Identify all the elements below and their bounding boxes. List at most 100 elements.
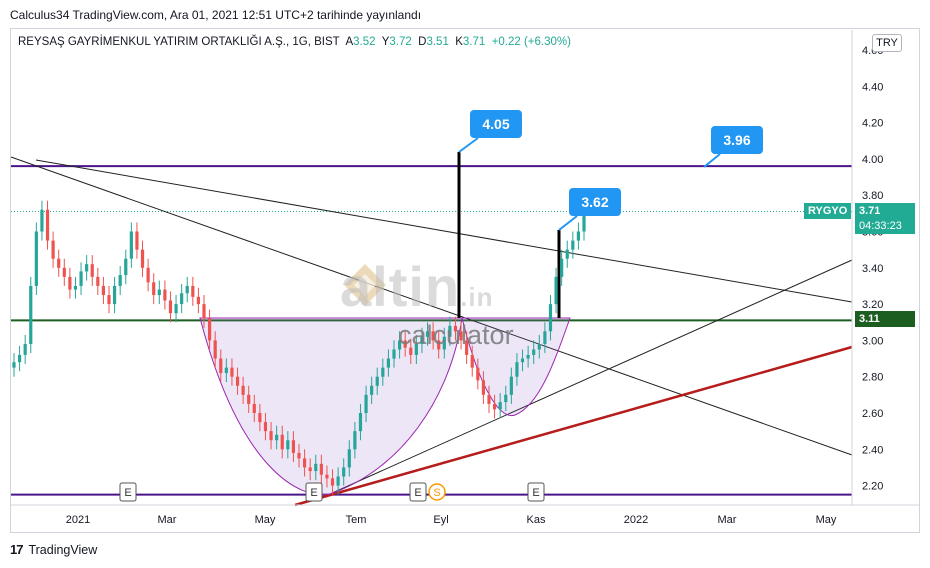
candle-body (286, 440, 290, 450)
candle-body (275, 434, 279, 441)
watermark-sub: calculator (398, 320, 514, 350)
trend-line[interactable] (329, 259, 853, 495)
candle-body (174, 304, 178, 314)
earnings-event-marker[interactable] (527, 482, 545, 502)
candle-body (196, 296, 201, 305)
candle-body (118, 275, 122, 286)
candle-body (269, 431, 273, 441)
candle-body (230, 367, 234, 377)
candle-body (465, 340, 469, 355)
candle-body (582, 211, 586, 232)
candle-body (185, 285, 189, 294)
cup-pattern[interactable] (199, 317, 463, 496)
candle-body (353, 431, 357, 450)
x-tick-label: 2021 (66, 514, 90, 526)
candle-body (101, 285, 106, 296)
candle-body (235, 376, 240, 386)
candle-body (576, 231, 581, 241)
open-value: 3.52 (353, 36, 376, 48)
candle-body (470, 354, 474, 368)
candle-body (476, 367, 480, 381)
candle-body (560, 258, 564, 277)
x-tick-label: Mar (158, 514, 177, 526)
event-marker-label: E (532, 487, 539, 499)
split-event-marker[interactable] (428, 483, 446, 501)
candle-body (431, 331, 435, 341)
candle-body (565, 249, 569, 259)
x-tick-label: Kas (527, 514, 546, 526)
candle-body (29, 285, 33, 345)
candle-body (330, 478, 335, 486)
candle-body (202, 304, 206, 319)
currency-button[interactable]: TRY (872, 34, 902, 52)
candle-body (308, 467, 312, 472)
candle-body (364, 394, 368, 413)
candle-body (437, 340, 441, 350)
candle-body (314, 463, 318, 472)
candle-body (163, 289, 167, 301)
candle-body (442, 336, 446, 350)
candle-body (45, 209, 50, 241)
x-tick-label: Tem (346, 514, 367, 526)
y-tick-label: 4.20 (862, 118, 883, 130)
candle-body (146, 267, 150, 283)
y-tick-label: 2.60 (862, 408, 883, 420)
candle-body (247, 394, 251, 404)
candle-body (140, 249, 145, 268)
annotation-pointer (703, 153, 721, 168)
candle-body (157, 289, 161, 296)
low-value: 3.51 (426, 36, 449, 48)
annotation-label[interactable]: 3.96 (711, 126, 763, 154)
watermark-logo-icon (342, 262, 388, 308)
candle-body (40, 209, 44, 232)
watermark-brand: altin.in (340, 255, 494, 318)
candle-body (571, 240, 575, 250)
candle-body (280, 434, 284, 450)
candle-body (96, 276, 100, 286)
earnings-event-marker[interactable] (119, 482, 137, 502)
candle-body (381, 367, 385, 377)
annotation-label[interactable]: 3.62 (569, 188, 621, 216)
candle-body (180, 293, 184, 305)
candle-body (487, 394, 491, 404)
candle-body (258, 413, 262, 423)
x-tick-label: May (816, 514, 837, 526)
x-tick-label: Mar (718, 514, 737, 526)
candle-body (414, 344, 418, 355)
candle-body (34, 231, 38, 286)
candle-body (537, 344, 541, 350)
last-price-tag: 3.71 (855, 203, 915, 219)
x-tick-label: Eyl (433, 514, 448, 526)
candle-body (509, 376, 513, 395)
chart-frame (10, 28, 920, 533)
candle-body (191, 285, 195, 297)
event-marker-label: E (310, 487, 317, 499)
candle-body (420, 336, 424, 345)
annotation-label[interactable]: 4.05 (470, 110, 522, 138)
candle-body (554, 276, 558, 305)
earnings-event-marker[interactable] (305, 482, 323, 502)
trend-line-red[interactable] (294, 345, 853, 507)
candle-body (543, 331, 547, 345)
candle-body (325, 474, 329, 479)
candle-body (448, 325, 452, 337)
y-tick-label: 3.40 (862, 263, 883, 275)
candle-body (515, 362, 519, 377)
candle-body (107, 295, 111, 305)
earnings-event-marker[interactable] (409, 482, 427, 502)
candle-body (291, 440, 296, 453)
trend-line[interactable] (35, 159, 853, 303)
candle-body (168, 300, 173, 314)
candle-body (213, 340, 217, 359)
trend-line[interactable] (10, 156, 853, 456)
candle-body (90, 264, 94, 277)
y-tick-label: 4.40 (862, 81, 883, 93)
symbol-name: REYSAŞ GAYRİMENKUL YATIRIM ORTAKLIĞI A.Ş… (18, 36, 340, 48)
candle-body (207, 318, 212, 341)
x-tick-label: May (255, 514, 276, 526)
candle-body (370, 385, 374, 395)
tradingview-logo-icon: 17 (10, 542, 24, 557)
candle-body (129, 231, 133, 259)
candle-body (12, 362, 16, 368)
